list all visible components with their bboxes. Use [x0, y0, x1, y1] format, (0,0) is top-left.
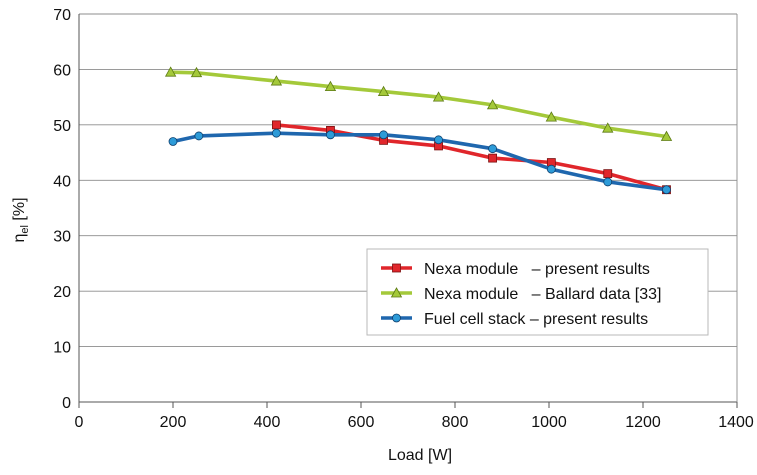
- series-line-1: [168, 70, 669, 139]
- data-point-0-0: [271, 120, 281, 130]
- y-axis-title-subscript: el: [19, 225, 31, 234]
- data-point-1-6: [486, 99, 499, 110]
- data-point-1-0: [164, 66, 177, 77]
- x-tick-label-400: 400: [254, 414, 281, 431]
- data-point-2-8: [603, 177, 613, 187]
- x-tick-label-0: 0: [75, 414, 84, 431]
- legend-item-0: Nexa module – present results: [381, 261, 650, 278]
- legend-swatch-marker-0: [392, 263, 401, 273]
- data-point-0-4: [488, 153, 498, 163]
- x-tick-label-600: 600: [348, 414, 375, 431]
- legend: Nexa module – present results Nexa module…: [366, 248, 709, 336]
- legend-label-0: Nexa module – present results: [424, 261, 650, 278]
- data-point-2-4: [379, 130, 388, 140]
- series-2: [168, 128, 671, 195]
- legend-items: Nexa module – present results Nexa module…: [381, 261, 661, 328]
- legend-item-1: Nexa module – Ballard data [33]: [381, 286, 661, 303]
- y-tick-label-30: 30: [53, 229, 71, 246]
- legend-item-2: Fuel cell stack – present results: [381, 311, 648, 328]
- data-point-2-1: [194, 131, 204, 141]
- series-lines: [164, 66, 673, 195]
- y-axis-title: ηel [%]: [11, 197, 31, 242]
- data-point-1-7: [545, 111, 558, 122]
- y-tick-label-70: 70: [53, 7, 71, 24]
- data-point-1-9: [660, 130, 673, 141]
- series-line-0: [274, 123, 669, 192]
- series-line-2: [171, 131, 669, 192]
- tick-labels: 0 10 20 30 40 50 60 70 0 200 400 600 800 1000 1200 1400: [53, 7, 754, 431]
- x-tick-label-800: 800: [442, 414, 469, 431]
- data-point-2-0: [168, 137, 178, 146]
- y-tick-label-20: 20: [53, 284, 71, 301]
- x-tick-label-1200: 1200: [625, 414, 661, 431]
- data-point-0-6: [603, 169, 613, 179]
- legend-label-2: Fuel cell stack – present results: [424, 311, 648, 328]
- legend-box: [366, 248, 709, 336]
- grid-lines: [79, 13, 737, 348]
- axes: [78, 14, 738, 408]
- data-point-1-8: [602, 122, 614, 133]
- data-point-1-5: [432, 91, 445, 102]
- data-point-2-7: [546, 164, 556, 174]
- legend-label-1: Nexa module – Ballard data [33]: [424, 286, 661, 303]
- data-point-1-4: [377, 85, 390, 96]
- data-point-2-3: [326, 130, 335, 140]
- legend-swatch-marker-2: [392, 313, 401, 323]
- data-point-2-6: [488, 144, 498, 154]
- data-point-1-2: [270, 75, 283, 86]
- x-tick-label-1400: 1400: [718, 414, 754, 431]
- y-axis-title-main: η: [11, 234, 28, 243]
- y-tick-label-10: 10: [53, 340, 71, 357]
- data-point-1-3: [324, 80, 337, 92]
- data-point-2-5: [434, 135, 443, 145]
- x-axis-title: Load [W]: [388, 447, 452, 464]
- x-tick-label-1000: 1000: [531, 414, 567, 431]
- y-tick-label-0: 0: [62, 395, 71, 412]
- series-1: [164, 66, 673, 141]
- data-point-2-2: [271, 128, 281, 138]
- data-point-1-1: [190, 66, 203, 78]
- y-tick-label-60: 60: [53, 62, 71, 79]
- y-axis-title-unit: [%]: [11, 197, 28, 225]
- x-tick-label-200: 200: [160, 414, 187, 431]
- y-tick-label-40: 40: [53, 173, 71, 190]
- y-tick-label-50: 50: [53, 118, 71, 135]
- data-point-2-9: [662, 185, 671, 195]
- legend-swatch-marker-1: [390, 287, 403, 298]
